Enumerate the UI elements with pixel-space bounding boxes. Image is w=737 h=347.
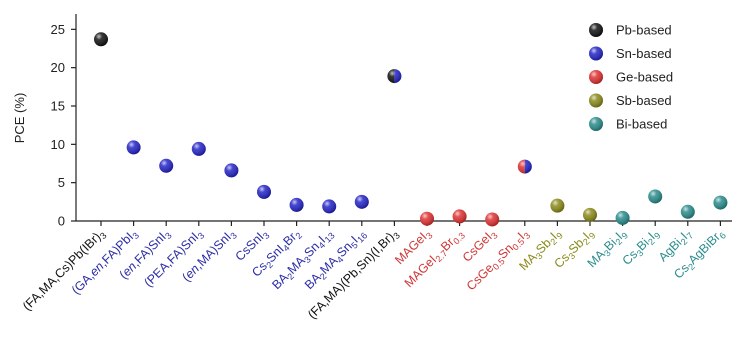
y-tick-label: 15 — [51, 99, 65, 114]
legend-item: Sn-based — [589, 46, 672, 61]
category-label: CsGeI3 — [460, 226, 500, 266]
data-point-sheen — [322, 199, 337, 214]
legend-marker-sheen — [589, 117, 603, 131]
legend-item: Sb-based — [589, 93, 672, 108]
data-point-sheen — [680, 204, 695, 219]
legend-label: Sn-based — [616, 46, 672, 61]
legend-marker-sheen — [589, 23, 603, 37]
legend-label: Sb-based — [616, 93, 672, 108]
category-label: Cs3Sb2I9 — [551, 226, 597, 272]
data-point — [648, 189, 663, 204]
legend-label: Pb-based — [616, 23, 672, 38]
category-label: MAGeI2.7Br0.3 — [402, 226, 467, 291]
data-point-sheen — [257, 184, 271, 199]
y-axis-title: PCE (%) — [12, 93, 27, 144]
data-point — [680, 204, 695, 219]
data-point — [517, 159, 532, 174]
data-point-sheen — [583, 207, 597, 222]
legend-label: Bi-based — [616, 117, 667, 132]
data-point-sheen — [452, 209, 467, 224]
data-points — [94, 32, 728, 227]
data-point — [420, 211, 434, 226]
data-point — [550, 198, 565, 213]
category-label: Cs3Bi2I9 — [620, 226, 663, 269]
data-point-sheen — [713, 195, 728, 210]
data-point-sheen — [648, 189, 663, 204]
legend-item: Pb-based — [589, 23, 672, 38]
data-point-sheen — [224, 163, 239, 178]
legend-item: Ge-based — [589, 70, 673, 85]
y-tick-label: 20 — [51, 60, 65, 75]
legend-marker-sheen — [589, 70, 603, 84]
data-point-sheen — [126, 140, 141, 155]
category-label: BA2MA4Sn5I16 — [302, 226, 369, 293]
data-point-sheen — [159, 158, 174, 173]
data-point — [713, 195, 728, 210]
data-point — [159, 158, 174, 173]
data-point — [322, 199, 337, 214]
data-point-sheen — [615, 210, 630, 225]
data-point — [485, 212, 500, 227]
data-point-sheen — [191, 141, 206, 156]
y-tick-label: 25 — [51, 22, 65, 37]
y-tick-label: 5 — [58, 175, 65, 190]
data-point-sheen — [485, 212, 500, 227]
legend-marker-sheen — [589, 46, 603, 61]
data-point — [224, 163, 239, 178]
data-point — [191, 141, 206, 156]
data-point-sheen — [420, 211, 434, 226]
data-point — [354, 194, 369, 209]
legend-item: Bi-based — [589, 117, 667, 132]
data-point-sheen — [387, 69, 402, 84]
y-tick-label: 0 — [58, 214, 65, 229]
y-ticks: 0 5 10 15 20 25 — [51, 22, 76, 229]
data-point — [615, 210, 630, 225]
data-point-sheen — [550, 198, 565, 213]
data-point-sheen — [289, 197, 304, 212]
data-point-sheen — [517, 159, 532, 174]
legend-label: Ge-based — [616, 70, 673, 85]
data-point — [257, 184, 271, 199]
legend-marker-sheen — [589, 93, 603, 108]
legend: Pb-based Sn-based Ge-based Sb-based Bi-based — [589, 23, 673, 132]
category-labels: (FA,MA,Cs)Pb(IBr)3(GA,en,FA)PbI3(en,FA)S… — [20, 226, 728, 322]
data-point — [452, 209, 467, 224]
data-point — [94, 32, 108, 47]
data-point — [583, 207, 597, 222]
data-point-sheen — [94, 32, 108, 47]
data-point — [387, 69, 402, 84]
data-point-sheen — [354, 194, 369, 209]
data-point — [126, 140, 141, 155]
category-label: CsSnI3 — [233, 226, 272, 265]
y-tick-label: 10 — [51, 137, 65, 152]
data-point — [289, 197, 304, 212]
